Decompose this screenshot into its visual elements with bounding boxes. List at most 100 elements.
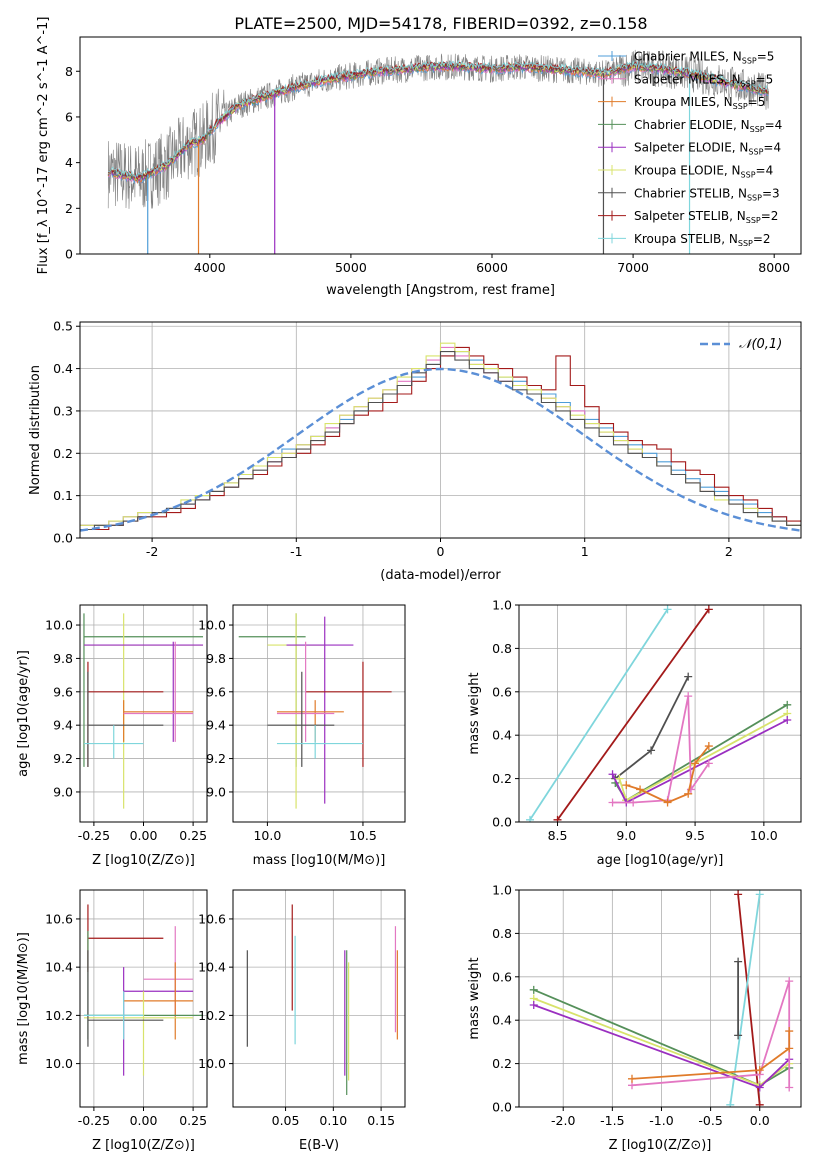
legend-label: Chabrier STELIB, NSSP=3: [634, 186, 780, 202]
y-tick-label: 10.6: [198, 911, 226, 926]
residual-histogram-panel: -2 -1 0 1 2 0.0 0.1 0.2 0.3 0.4 0.5 𝒩(0,1) (data-mod…: [28, 319, 802, 583]
mass-weight-marker: [627, 1074, 636, 1083]
x-tick-label: 2: [725, 544, 733, 559]
legend-label-subscript: SSP: [741, 79, 756, 88]
plot-area: [246, 904, 398, 1095]
x-tick-label: -0.25: [78, 1113, 110, 1128]
mass-weight-line: [618, 712, 788, 802]
y-tick-label: 10.0: [198, 1056, 226, 1071]
plot-area: [529, 890, 794, 1107]
legend-label-value: =5: [756, 72, 774, 86]
x-tick-label: -0.5: [698, 1113, 722, 1128]
y-tick-label: 6: [65, 109, 73, 124]
mass-weight-marker: [783, 716, 792, 725]
y-tick-label: 9.6: [53, 684, 73, 699]
y-tick-label: 10.2: [198, 1008, 226, 1023]
legend-label: 𝒩(0,1): [739, 337, 782, 352]
massweight-vs-metallicity-panel: -2.0 -1.5 -1.0 -0.5 0.0 0.0 0.2 0.4 0.6 0.8 1.0 Z […: [467, 883, 802, 1153]
legend-label-subscript: SSP: [746, 216, 761, 225]
legend-label-subscript: SSP: [733, 102, 748, 111]
y-tick-label: 10.4: [45, 960, 73, 975]
axes-frame: [232, 604, 406, 823]
x-tick-label: 0.15: [367, 1113, 395, 1128]
mass-weight-marker: [684, 672, 693, 681]
y-axis-label: mass weight: [467, 672, 482, 754]
mass-weight-marker: [704, 742, 713, 751]
x-tick-label: 7000: [617, 260, 649, 275]
y-tick-label: 0.8: [492, 641, 512, 656]
plot-area: [83, 904, 204, 1076]
mass-weight-marker: [684, 789, 693, 798]
legend-label-value: =2: [753, 232, 771, 246]
y-tick-label: 0.0: [492, 1100, 512, 1115]
x-tick-label: -1: [290, 544, 302, 559]
x-tick-label: 0.05: [272, 1113, 300, 1128]
y-tick-label: 9.2: [206, 751, 226, 766]
y-tick-label: 10.0: [45, 618, 73, 633]
x-tick-label: 8.5: [548, 828, 568, 843]
observed-spectrum-line: [107, 49, 769, 209]
x-axis-label: Z [log10(Z/Z⊙)]: [609, 1138, 712, 1153]
x-axis-label: E(B-V): [299, 1138, 339, 1153]
legend-label: Kroupa MILES, NSSP=5: [634, 95, 765, 111]
y-tick-label: 0.0: [492, 815, 512, 830]
y-tick-label: 10.2: [45, 1008, 73, 1023]
x-axis-label: wavelength [Angstrom, rest frame]: [326, 283, 555, 298]
legend-label: Salpeter MILES, NSSP=5: [634, 72, 773, 88]
y-axis-label: mass weight: [467, 957, 482, 1039]
legend-label: Salpeter STELIB, NSSP=2: [634, 209, 778, 225]
mass-weight-marker: [783, 700, 792, 709]
x-tick-label: 0.25: [179, 1113, 207, 1128]
axes-frame: [79, 36, 802, 255]
legend-label: Chabrier ELODIE, NSSP=4: [634, 118, 782, 134]
y-tick-label: 0.2: [492, 771, 512, 786]
y-tick-label: 0.1: [53, 488, 73, 503]
model-spectrum-line: [108, 59, 769, 179]
mass-weight-line: [626, 745, 710, 804]
x-tick-label: 8000: [758, 260, 790, 275]
y-tick-label: 9.0: [53, 784, 73, 799]
y-axis-label: Flux [f_λ 10^-17 erg cm^-2 s^-1 A^-1]: [36, 17, 51, 275]
y-tick-label: 0.4: [492, 1013, 512, 1028]
y-tick-label: 9.8: [206, 651, 226, 666]
y-tick-label: 1.0: [492, 883, 512, 898]
x-tick-label: 9.0: [616, 828, 636, 843]
x-tick-label: 10.0: [750, 828, 778, 843]
x-tick-label: 10.0: [253, 828, 281, 843]
legend-label-value: =4: [756, 164, 774, 178]
legend-label-subscript: SSP: [748, 148, 763, 157]
mass-weight-marker: [755, 1083, 764, 1092]
x-axis-label: age [log10(age/yr)]: [597, 853, 724, 868]
legend-label-value: =3: [762, 186, 780, 200]
x-tick-label: -2: [146, 544, 158, 559]
mass-weight-marker: [734, 957, 743, 966]
mass-weight-marker: [636, 785, 645, 794]
mass-weight-line: [737, 894, 761, 1105]
mass-weight-marker: [726, 1100, 735, 1107]
legend-label-value: =5: [757, 50, 775, 64]
legend-label-value: =4: [763, 141, 781, 155]
legend-label: Kroupa STELIB, NSSP=2: [634, 232, 771, 248]
y-axis-label: age [log10(age/yr)]: [16, 650, 31, 777]
y-tick-label: 10.0: [45, 1056, 73, 1071]
x-tick-label: 5000: [335, 260, 367, 275]
legend-label-subscript: SSP: [747, 193, 762, 202]
x-axis-label: mass [log10(M/M⊙)]: [253, 853, 386, 868]
y-tick-label: 9.2: [53, 751, 73, 766]
mass-weight-marker: [553, 815, 562, 822]
legend-label-value: =5: [748, 95, 766, 109]
mass-weight-line: [614, 704, 788, 802]
y-tick-label: 2: [65, 201, 73, 216]
legend-label: Salpeter ELODIE, NSSP=4: [634, 141, 781, 157]
mass-weight-marker: [734, 890, 743, 899]
x-tick-label: 0.00: [130, 1113, 158, 1128]
axes-frame: [518, 604, 802, 823]
mass-weight-line: [631, 1031, 791, 1080]
y-tick-label: 9.4: [53, 718, 73, 733]
x-tick-label: 1: [581, 544, 589, 559]
y-tick-label: 9.8: [53, 651, 73, 666]
mass-weight-line: [556, 608, 710, 821]
mass-weight-marker: [755, 1100, 764, 1107]
y-tick-label: 0.6: [492, 969, 512, 984]
